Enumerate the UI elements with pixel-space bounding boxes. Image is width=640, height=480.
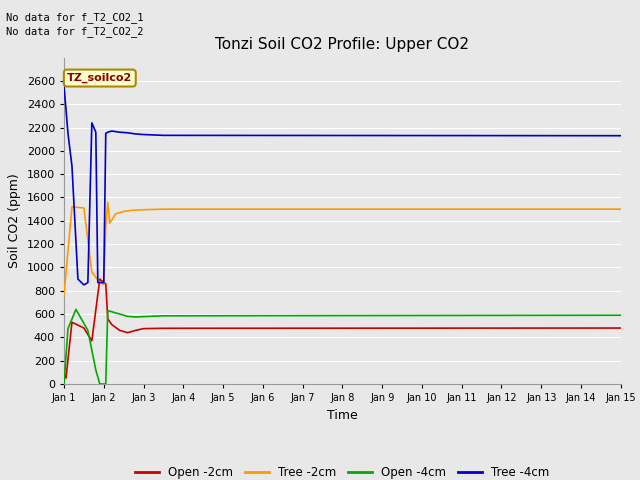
Text: No data for f_T2_CO2_2: No data for f_T2_CO2_2 xyxy=(6,26,144,37)
Text: TZ_soilco2: TZ_soilco2 xyxy=(67,73,132,83)
Legend: Open -2cm, Tree -2cm, Open -4cm, Tree -4cm: Open -2cm, Tree -2cm, Open -4cm, Tree -4… xyxy=(131,462,554,480)
Y-axis label: Soil CO2 (ppm): Soil CO2 (ppm) xyxy=(8,173,21,268)
X-axis label: Time: Time xyxy=(327,408,358,421)
Text: No data for f_T2_CO2_1: No data for f_T2_CO2_1 xyxy=(6,12,144,23)
Title: Tonzi Soil CO2 Profile: Upper CO2: Tonzi Soil CO2 Profile: Upper CO2 xyxy=(216,37,469,52)
